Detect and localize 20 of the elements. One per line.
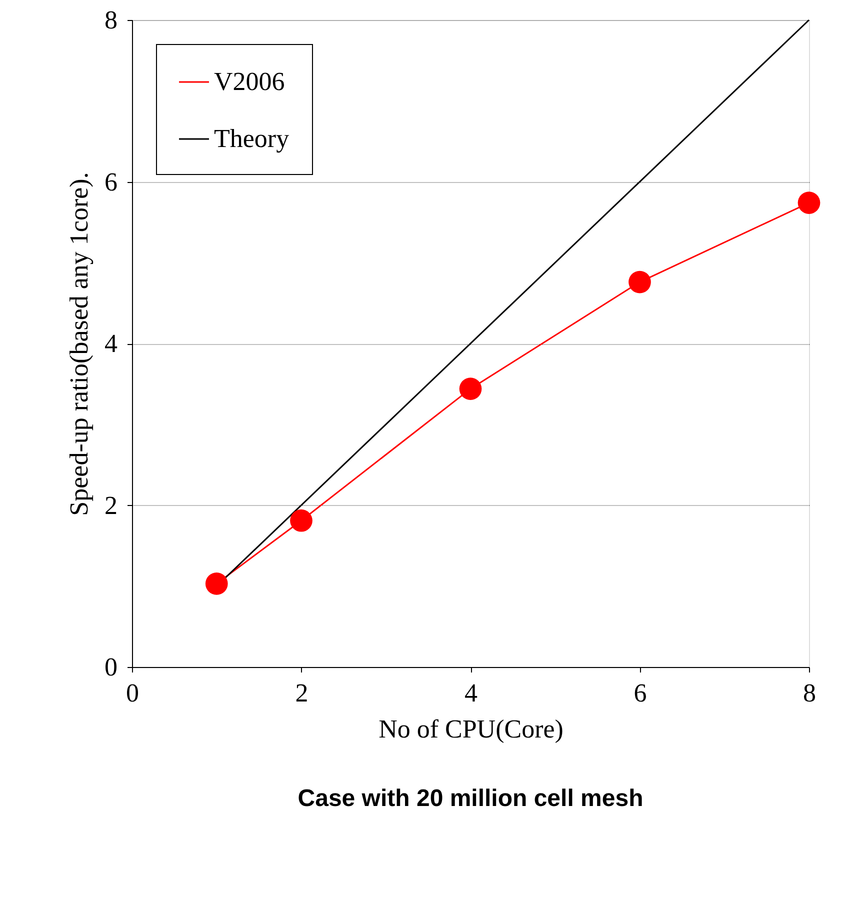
y-axis-title: Speed-up ratio(based any 1core).: [64, 172, 94, 516]
x-tick-label: 0: [126, 678, 139, 708]
legend-label: Theory: [214, 124, 290, 153]
y-tick-label: 8: [104, 6, 118, 34]
legend-label: V2006: [214, 67, 285, 96]
y-tick-label: 0: [104, 652, 118, 682]
x-tick-label: 2: [295, 678, 308, 708]
x-axis-title: No of CPU(Core): [378, 714, 564, 744]
point: [628, 270, 651, 294]
y-tick-label: 6: [104, 167, 118, 196]
point: [459, 378, 482, 400]
x-tick-label: 6: [634, 678, 647, 708]
x-tick-label: 8: [803, 678, 816, 708]
point: [290, 509, 312, 532]
point: [205, 572, 228, 595]
y-tick-label: 2: [104, 490, 118, 520]
y-tick-label: 4: [104, 329, 118, 358]
text: Case with 20 million cell mesh: [298, 785, 644, 812]
x-tick-label: 4: [464, 678, 478, 708]
point: [798, 192, 820, 214]
